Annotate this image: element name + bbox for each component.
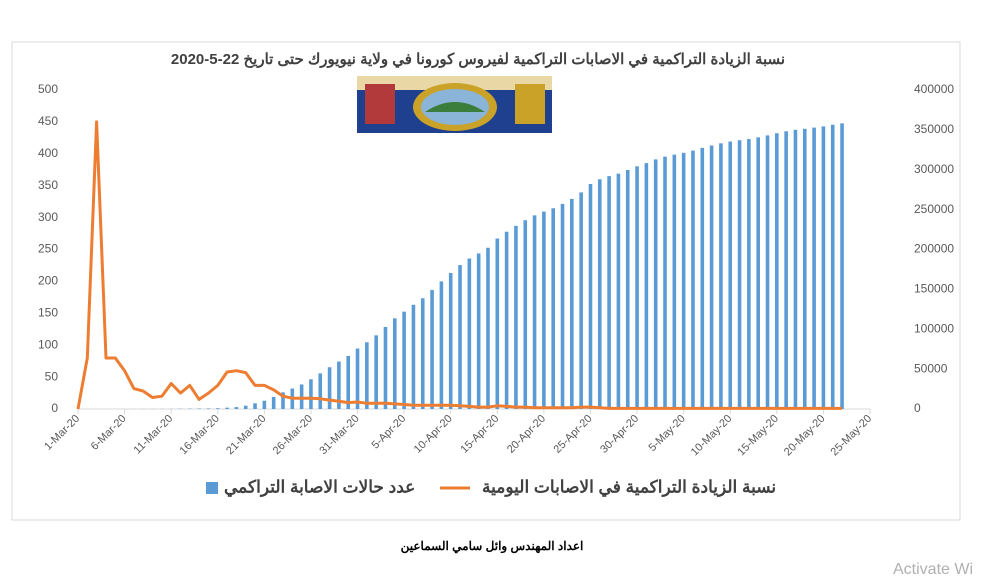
bar bbox=[542, 211, 546, 409]
bar bbox=[775, 133, 779, 410]
y-tick-label: 0 bbox=[51, 401, 58, 415]
legend-label: نسبة الزيادة التراكمية في الاصابات اليوم… bbox=[482, 477, 776, 497]
y-tick-label: 50 bbox=[45, 369, 59, 383]
bar bbox=[430, 289, 434, 409]
bar bbox=[560, 203, 565, 409]
bar bbox=[588, 183, 593, 409]
bar bbox=[532, 215, 537, 409]
bar bbox=[495, 238, 500, 409]
bar bbox=[402, 311, 406, 409]
bar bbox=[784, 131, 788, 409]
watermark: Activate Wi bbox=[893, 561, 973, 576]
bar bbox=[597, 179, 602, 409]
bar bbox=[318, 373, 323, 409]
bar bbox=[523, 220, 528, 409]
bar bbox=[439, 281, 444, 409]
bar bbox=[719, 143, 723, 409]
bar bbox=[309, 379, 313, 409]
bar bbox=[570, 198, 574, 409]
y2-tick-label: 50000 bbox=[914, 361, 948, 375]
bar bbox=[346, 355, 351, 409]
bar bbox=[271, 396, 276, 409]
bar bbox=[681, 152, 686, 410]
footer: اعداد المهندس وائل سامي السماعين bbox=[401, 539, 584, 554]
bar bbox=[672, 154, 677, 409]
y2-tick-label: 100000 bbox=[914, 321, 954, 335]
y2-tick-label: 350000 bbox=[914, 122, 954, 136]
bar bbox=[411, 304, 416, 409]
bar bbox=[579, 192, 583, 409]
bar bbox=[420, 298, 425, 409]
y2-tick-label: 200000 bbox=[914, 242, 954, 256]
y-tick-label: 500 bbox=[38, 82, 58, 96]
y-tick-label: 250 bbox=[38, 242, 58, 256]
bar bbox=[262, 400, 267, 409]
bar bbox=[243, 405, 248, 409]
bar bbox=[281, 392, 285, 409]
bar bbox=[514, 225, 518, 409]
bar bbox=[486, 247, 490, 409]
chart-title: نسبة الزيادة التراكمية في الاصابات الترا… bbox=[171, 51, 785, 69]
bar bbox=[635, 166, 639, 409]
bar bbox=[458, 265, 462, 409]
bar bbox=[709, 145, 714, 409]
bar bbox=[253, 403, 257, 409]
bar bbox=[551, 208, 555, 409]
y-tick-label: 350 bbox=[38, 178, 58, 192]
bar bbox=[812, 127, 816, 409]
bar bbox=[691, 150, 695, 409]
bar bbox=[737, 140, 742, 409]
bar bbox=[728, 141, 733, 409]
bar bbox=[234, 407, 239, 409]
y-tick-label: 200 bbox=[38, 274, 58, 288]
y2-tick-label: 400000 bbox=[914, 82, 954, 96]
bar bbox=[644, 163, 649, 409]
legend-label: عدد حالات الاصابة التراكمي bbox=[224, 477, 415, 497]
legend-swatch bbox=[206, 482, 218, 494]
bar bbox=[225, 407, 229, 409]
bar bbox=[625, 169, 630, 409]
bar bbox=[337, 361, 341, 409]
bar bbox=[448, 273, 453, 409]
seal-image bbox=[357, 76, 552, 133]
bar bbox=[467, 258, 472, 409]
bar bbox=[374, 335, 378, 409]
y2-tick-label: 250000 bbox=[914, 202, 954, 216]
bar bbox=[793, 129, 798, 409]
y-tick-label: 100 bbox=[38, 337, 58, 351]
bar bbox=[765, 135, 770, 410]
y-tick-label: 150 bbox=[38, 305, 58, 319]
bar bbox=[383, 326, 388, 409]
bar bbox=[504, 231, 509, 409]
bar bbox=[802, 128, 807, 410]
line bbox=[76, 120, 842, 410]
y2-tick-label: 300000 bbox=[914, 162, 954, 176]
bar bbox=[476, 253, 481, 409]
bar bbox=[756, 137, 760, 409]
y2-tick-label: 0 bbox=[914, 401, 921, 415]
bar bbox=[700, 147, 705, 409]
y-tick-label: 450 bbox=[38, 114, 58, 128]
bar bbox=[355, 348, 360, 409]
bar bbox=[393, 318, 397, 409]
bar bbox=[821, 126, 826, 409]
y-tick-label: 300 bbox=[38, 210, 58, 224]
bar bbox=[365, 342, 369, 409]
bar bbox=[653, 159, 658, 409]
bar bbox=[840, 123, 844, 409]
bar bbox=[206, 408, 211, 409]
bar bbox=[616, 173, 621, 409]
bar bbox=[607, 176, 611, 409]
y-tick-label: 400 bbox=[38, 146, 58, 160]
bar bbox=[663, 156, 667, 409]
bar bbox=[830, 124, 835, 410]
y2-tick-label: 150000 bbox=[914, 282, 954, 296]
bar bbox=[747, 139, 751, 409]
bar bbox=[327, 367, 332, 409]
bar bbox=[215, 408, 220, 409]
